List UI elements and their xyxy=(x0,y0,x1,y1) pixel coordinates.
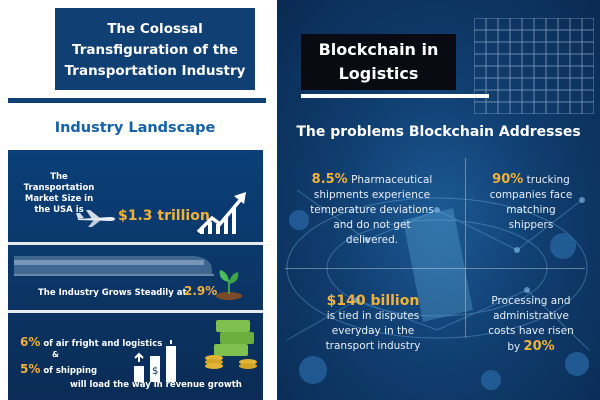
stat-trucking: 90% trucking companies face matching shi… xyxy=(467,172,595,233)
stat-highlight: $140 billion xyxy=(326,293,420,309)
row-separator xyxy=(8,310,263,313)
money-stack-icon xyxy=(205,320,257,369)
stat-text: and do not get xyxy=(333,219,411,231)
stat-admin-costs: Processing and administrative costs have… xyxy=(467,294,595,355)
left-title-line: Transportation Industry xyxy=(64,63,246,79)
blockchain-title-line: Blockchain in xyxy=(318,40,439,59)
shipping-row: 5% of shipping xyxy=(20,362,97,376)
industry-infobox: The Transportation Market Size in the US… xyxy=(8,150,263,400)
left-title-line: Transfiguration of the xyxy=(72,42,238,58)
stat-text: everyday in the xyxy=(331,325,415,337)
market-value: $1.3 trillion xyxy=(118,208,210,224)
stat-text: shippers xyxy=(508,219,554,231)
stat-text: companies face xyxy=(489,189,573,201)
revenue-growth-text: will load the way in revenue growth xyxy=(70,380,242,390)
problems-heading: The problems Blockchain Addresses xyxy=(296,124,581,140)
stat-text: by xyxy=(507,341,521,353)
growth-value: 2.9% xyxy=(184,284,218,298)
air-freight-pct: 6% xyxy=(20,335,41,349)
shipping-pct: 5% xyxy=(20,362,41,376)
row-separator xyxy=(8,242,263,245)
bar-chart-icon: $ xyxy=(134,340,176,382)
right-panel: Blockchain in Logistics The problems Blo… xyxy=(277,0,600,400)
stat-text: administrative xyxy=(493,310,569,322)
growth-label: The Industry Grows Steadily at xyxy=(38,288,187,298)
stat-text: Processing and xyxy=(491,295,571,307)
stat-highlight: 20% xyxy=(523,339,555,354)
left-title-line: The Colossal xyxy=(107,21,203,37)
quadrant-divider-vertical xyxy=(465,158,466,338)
train-icon xyxy=(14,256,214,276)
airplane-icon xyxy=(76,210,115,227)
stat-text: costs have risen xyxy=(488,325,574,337)
stat-text: temperature deviations xyxy=(310,204,434,216)
air-freight-row: 6% of air fright and logistics xyxy=(20,335,162,349)
stat-text: delivered. xyxy=(345,234,399,246)
market-label-line: the USA is xyxy=(34,205,84,215)
stat-text: trucking xyxy=(526,174,570,186)
market-label-line: Transportation xyxy=(23,183,95,193)
shipping-text: of shipping xyxy=(43,366,98,376)
stat-disputes: $140 billion is tied in disputes everyda… xyxy=(283,294,463,354)
stat-highlight: 90% xyxy=(492,172,524,187)
plant-icon xyxy=(216,270,242,300)
ampersand: & xyxy=(52,350,59,359)
left-title-box: The Colossal Transfiguration of the Tran… xyxy=(55,8,255,90)
stat-line: by 20% xyxy=(467,339,595,355)
stat-text: Pharmaceutical xyxy=(351,174,433,186)
left-panel: The Colossal Transfiguration of the Tran… xyxy=(0,0,270,400)
growth-arrow-icon xyxy=(196,192,246,234)
stat-text: is tied in disputes xyxy=(326,310,420,322)
stat-text: shipments experience xyxy=(313,189,431,201)
blockchain-title-box: Blockchain in Logistics xyxy=(301,34,456,90)
grid-decoration xyxy=(474,18,594,114)
stat-line: 8.5% Pharmaceutical xyxy=(287,172,457,188)
svg-text:$: $ xyxy=(152,366,158,377)
stat-text: transport industry xyxy=(325,340,421,352)
blockchain-title-line: Logistics xyxy=(338,64,419,83)
section-heading: Industry Landscape xyxy=(54,120,216,136)
blockchain-title-divider xyxy=(301,94,489,98)
market-label-line: Market Size in xyxy=(24,194,94,204)
stat-pharma: 8.5% Pharmaceutical shipments experience… xyxy=(287,172,457,248)
market-label: The Transportation Market Size in the US… xyxy=(18,172,100,216)
stat-line: 90% trucking xyxy=(467,172,595,188)
title-divider xyxy=(8,98,266,103)
quadrant-divider-horizontal xyxy=(285,268,585,269)
stat-text: matching xyxy=(506,204,556,216)
air-freight-text: of air fright and logistics xyxy=(43,339,163,349)
market-label-line: The xyxy=(50,172,68,182)
network-decoration xyxy=(286,189,590,390)
stat-highlight: 8.5% xyxy=(311,172,348,187)
